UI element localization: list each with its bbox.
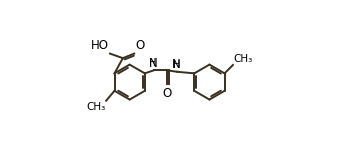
Text: CH₃: CH₃ (86, 102, 105, 112)
Text: CH₃: CH₃ (234, 54, 253, 64)
Text: H: H (150, 59, 157, 68)
Text: HO: HO (91, 39, 109, 52)
Text: O: O (135, 39, 144, 52)
Text: N: N (149, 57, 157, 70)
Text: N: N (172, 58, 181, 71)
Text: H: H (173, 60, 180, 70)
Text: O: O (162, 87, 171, 100)
